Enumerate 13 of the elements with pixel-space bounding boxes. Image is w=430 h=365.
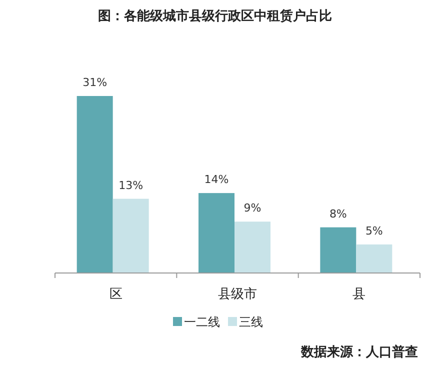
x-tick-label: 县级市 [218, 287, 257, 302]
x-tick-label: 县 [352, 287, 366, 302]
legend-label: 一二线 [184, 315, 220, 329]
data-label: 14% [204, 173, 229, 186]
data-label: 8% [329, 207, 347, 220]
data-label: 31% [82, 76, 108, 89]
legend-label: 三线 [239, 315, 263, 329]
data-label: 9% [244, 202, 262, 215]
data-label: 5% [365, 224, 383, 238]
chart-title: 图：各能级城市县级行政区中租赁户占比 [98, 8, 332, 24]
source-note: 数据来源：人口普查 [300, 344, 418, 360]
x-tick-label: 区 [109, 287, 122, 302]
data-label: 13% [118, 178, 144, 192]
